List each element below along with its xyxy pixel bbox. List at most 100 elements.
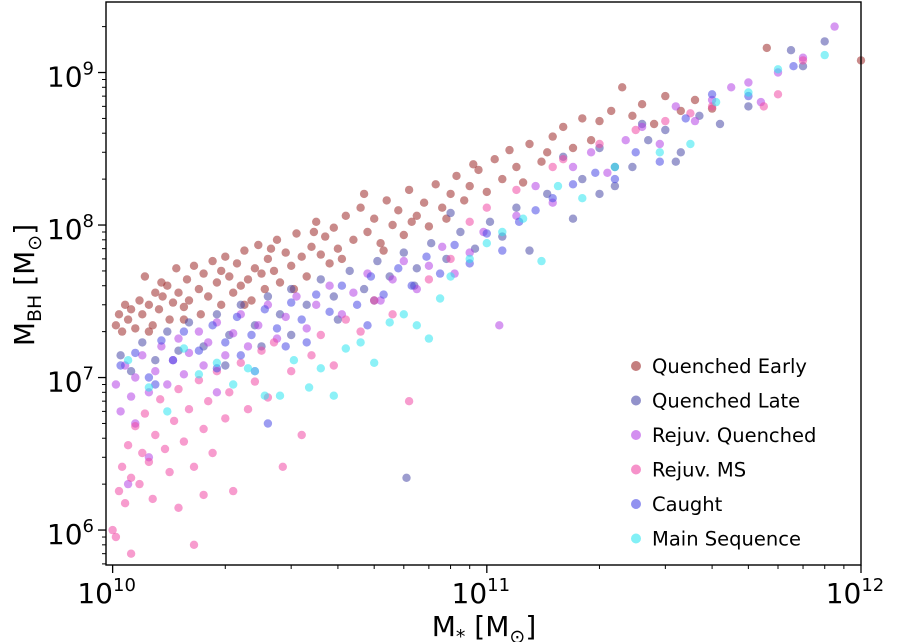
point-quenched-early-44 [269,266,279,276]
point-rejuv-quenched-26 [292,292,301,301]
point-main-sequence-34 [744,88,753,97]
legend-marker-rejuv-quenched [631,430,641,440]
point-quenched-late-52 [595,189,604,199]
point-rejuv-ms-44 [370,296,379,305]
point-rejuv-ms-12 [148,494,157,504]
point-rejuv-ms-28 [225,388,234,397]
point-quenched-early-109 [266,244,276,253]
point-quenched-early-68 [399,230,408,240]
point-quenched-early-56 [325,259,334,268]
point-quenched-late-23 [412,264,421,273]
legend-label-quenched-early: Quenched Early [652,355,807,378]
point-quenched-early-82 [498,174,507,184]
point-quenched-early-47 [281,248,290,257]
point-caught-22 [407,281,416,290]
point-caught-18 [352,300,362,309]
point-quenched-early-41 [257,269,266,278]
legend-marker-quenched-early [631,361,641,371]
point-rejuv-ms-52 [548,162,557,172]
point-main-sequence-35 [773,65,783,74]
point-main-sequence-29 [578,194,587,203]
point-quenched-early-33 [229,288,238,297]
point-quenched-late-59 [446,208,455,218]
point-quenched-late-16 [316,275,325,284]
point-rejuv-quenched-29 [325,281,334,290]
point-rejuv-ms-54 [595,139,604,149]
point-rejuv-ms-23 [199,424,208,434]
point-rejuv-quenched-46 [568,162,578,172]
point-rejuv-ms-15 [160,444,170,454]
point-quenched-late-34 [578,174,587,184]
point-quenched-early-42 [260,284,269,294]
point-caught-30 [531,206,540,215]
point-main-sequence-14 [341,344,350,353]
point-rejuv-ms-20 [184,405,194,414]
point-quenched-late-44 [786,46,796,55]
point-quenched-late-17 [329,292,338,301]
point-quenched-early-98 [661,91,670,101]
point-rejuv-ms-43 [356,327,365,336]
point-quenched-late-19 [359,284,369,294]
y-axis-label: MBH [M⊙] [8,224,46,346]
point-rejuv-ms-13 [151,430,160,440]
point-quenched-early-96 [637,100,647,109]
point-rejuv-ms-7 [131,422,140,431]
point-quenched-early-104 [144,327,154,336]
point-rejuv-quenched-14 [194,327,204,336]
point-rejuv-quenched-1 [116,407,125,416]
x-axis-ticks: 1010 1011 1012 [77,565,884,610]
point-caught-42 [236,351,245,360]
point-rejuv-quenched-31 [349,288,358,297]
point-main-sequence-33 [711,97,721,107]
point-quenched-early-7 [135,296,144,305]
y-tick-label-2: 108 [47,211,94,246]
point-main-sequence-22 [446,272,455,281]
point-quenched-early-35 [236,281,245,290]
point-quenched-early-61 [356,203,365,212]
point-main-sequence-15 [356,338,365,347]
point-rejuv-ms-53 [559,155,568,164]
point-rejuv-ms-16 [165,467,174,477]
point-quenched-early-11 [148,321,157,330]
point-rejuv-quenched-38 [438,242,447,251]
point-caught-43 [302,338,311,347]
point-rejuv-quenched-34 [388,275,397,284]
point-rejuv-quenched-9 [163,380,172,389]
legend-label-main-sequence: Main Sequence [652,528,801,551]
point-caught-5 [179,327,189,336]
point-quenched-early-25 [196,310,205,319]
point-caught-32 [568,180,578,189]
point-rejuv-ms-1 [111,532,121,542]
point-caught-36 [655,157,664,166]
x-tick-label-1: 1011 [452,575,511,610]
point-rejuv-quenched-22 [254,321,263,330]
point-main-sequence-16 [370,358,379,367]
point-rejuv-ms-38 [297,430,306,440]
point-rejuv-ms-63 [174,503,183,512]
point-quenched-early-73 [431,180,440,189]
point-caught-9 [232,312,242,322]
point-caught-10 [247,330,256,340]
point-rejuv-ms-55 [631,125,640,135]
point-caught-21 [394,264,403,273]
point-main-sequence-5 [212,358,222,367]
point-quenched-early-21 [182,275,192,284]
point-rejuv-quenched-49 [621,136,630,145]
point-quenched-early-6 [131,324,140,333]
point-quenched-early-63 [370,214,379,223]
y-axis-ticks: 106 107 108 109 [47,26,106,565]
point-rejuv-ms-19 [179,437,189,446]
point-rejuv-ms-4 [120,499,130,508]
point-rejuv-quenched-25 [281,312,290,322]
point-quenched-early-114 [379,246,388,255]
point-quenched-early-58 [333,244,343,253]
point-rejuv-ms-65 [199,490,208,500]
point-quenched-early-72 [424,222,434,231]
point-quenched-early-60 [349,235,358,244]
point-quenched-early-87 [548,132,557,141]
point-quenched-early-28 [208,256,217,266]
point-rejuv-ms-35 [269,338,279,347]
point-rejuv-ms-36 [278,462,287,471]
point-caught-2 [144,373,154,382]
